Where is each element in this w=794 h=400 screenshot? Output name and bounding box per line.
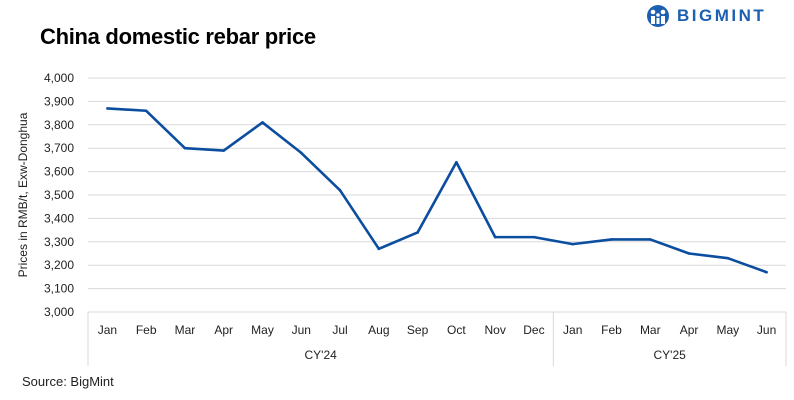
- y-tick-label: 3,400: [44, 211, 74, 225]
- x-tick-label: Apr: [214, 323, 233, 337]
- bigmint-logo: BIGMINT: [645, 4, 766, 28]
- data-point: [455, 160, 458, 164]
- data-point: [261, 121, 264, 124]
- x-tick-label: Nov: [484, 323, 505, 337]
- x-tick-label: Apr: [680, 323, 699, 337]
- data-point: [144, 109, 148, 113]
- x-tick-label: Dec: [523, 323, 544, 337]
- y-tick-label: 3,900: [44, 94, 74, 108]
- x-tick-label: Jun: [757, 323, 776, 337]
- data-point: [493, 235, 497, 239]
- data-point: [571, 242, 575, 246]
- data-point: [532, 235, 536, 239]
- x-tick-label: Jun: [292, 323, 311, 337]
- x-tick-label: Mar: [640, 323, 661, 337]
- x-tick-label: Feb: [136, 323, 157, 337]
- x-tick-label: Feb: [601, 323, 622, 337]
- source-note: Source: BigMint: [22, 374, 114, 389]
- y-tick-label: 4,000: [44, 71, 74, 85]
- data-point: [610, 238, 613, 241]
- x-group-label: CY'25: [654, 348, 687, 362]
- x-tick-label: Jul: [332, 323, 347, 337]
- data-point: [765, 270, 768, 274]
- x-tick-label: Mar: [175, 323, 196, 337]
- y-tick-label: 3,100: [44, 282, 74, 296]
- chart-title: China domestic rebar price: [40, 24, 316, 49]
- data-point: [416, 231, 419, 234]
- y-tick-label: 3,600: [44, 165, 74, 179]
- y-axis-label: Prices in RMB/t, Exw-Donghua: [16, 112, 30, 277]
- x-tick-label: Jan: [563, 323, 582, 337]
- x-tick-label: Sep: [407, 323, 429, 337]
- x-tick-label: May: [251, 323, 274, 337]
- data-point: [726, 256, 730, 260]
- data-point: [222, 149, 226, 152]
- data-point: [338, 189, 342, 192]
- x-tick-label: Oct: [447, 323, 466, 337]
- x-tick-label: Aug: [368, 323, 389, 337]
- x-group-label: CY'24: [305, 348, 338, 362]
- data-point: [377, 247, 381, 251]
- y-tick-label: 3,200: [44, 258, 74, 272]
- data-point: [106, 107, 109, 110]
- price-series-line: [107, 107, 768, 274]
- bigmint-logo-text: BIGMINT: [677, 6, 767, 25]
- y-tick-label: 3,800: [44, 118, 74, 132]
- y-tick-label: 3,500: [44, 188, 74, 202]
- y-tick-label: 3,300: [44, 235, 74, 249]
- x-tick-label: May: [716, 323, 739, 337]
- data-point: [299, 151, 303, 155]
- x-tick-label: Jan: [98, 323, 117, 337]
- data-point: [687, 252, 691, 255]
- y-tick-label: 3,700: [44, 141, 74, 155]
- data-point: [183, 146, 187, 150]
- bigmint-logo-icon: [647, 5, 669, 27]
- y-tick-label: 3,000: [44, 305, 74, 319]
- data-point: [648, 238, 652, 241]
